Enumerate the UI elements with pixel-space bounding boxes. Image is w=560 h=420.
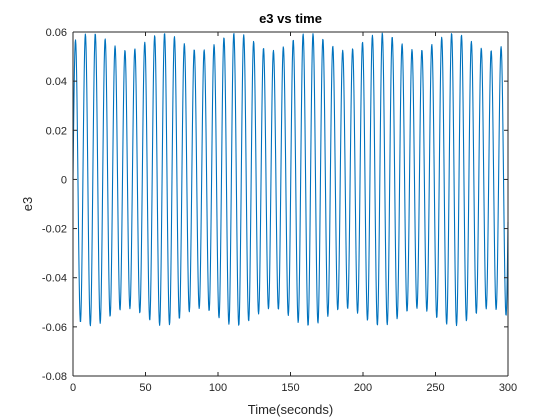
x-tick-label: 200 (354, 382, 372, 394)
y-tick-label: 0.04 (46, 76, 67, 88)
x-tick-label: 0 (70, 382, 76, 394)
y-tick-label: -0.06 (42, 322, 67, 334)
y-tick-label: 0 (61, 174, 67, 186)
y-tick-label: -0.04 (42, 273, 67, 285)
x-tick-label: 100 (209, 382, 227, 394)
x-tick-label: 50 (139, 382, 151, 394)
y-tick-label: 0.06 (46, 27, 67, 39)
chart-title: e3 vs time (259, 11, 322, 26)
y-tick-label: 0.02 (46, 125, 67, 137)
x-axis-label: Time(seconds) (248, 402, 333, 417)
y-axis-label: e3 (20, 197, 35, 211)
axes-layer: 0 50 100 150 200 250 300 -0.08 -0.06 -0.04 -0.02 0 0… (42, 27, 517, 394)
x-tick-label: 150 (281, 382, 299, 394)
y-tick-label: -0.02 (42, 224, 67, 236)
x-tick-label: 300 (499, 382, 517, 394)
series-line-0 (72, 32, 509, 327)
x-tick-label: 250 (426, 382, 444, 394)
y-tick-label: -0.08 (42, 371, 67, 383)
series-layer (72, 32, 509, 327)
